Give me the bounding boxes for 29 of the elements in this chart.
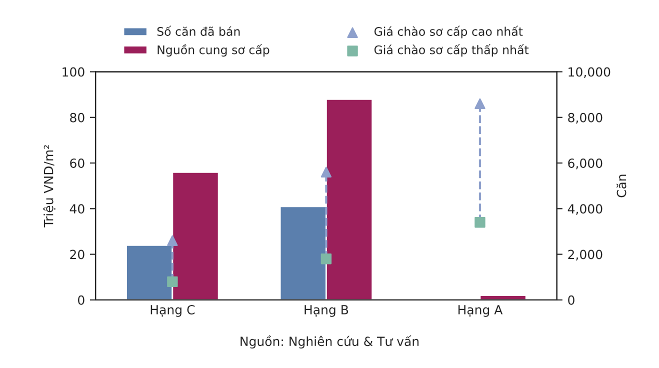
y-tick-label: 0: [78, 295, 84, 305]
y2-tick-label: 4,000: [568, 204, 602, 215]
y-tick-label: 20: [70, 250, 84, 260]
legend-label: Số căn đã bán: [157, 26, 240, 36]
legend-label: Giá chào sơ cấp cao nhất: [374, 26, 523, 38]
point: [167, 276, 178, 288]
point: [320, 254, 332, 264]
y2-tick-label: 8,000: [568, 112, 602, 124]
legend-label: Nguồn cung sơ cấp: [158, 44, 270, 57]
y-tick-label: 80: [70, 112, 84, 122]
y2-tick-label: 0: [568, 295, 574, 305]
point: [474, 98, 486, 110]
point: [320, 166, 332, 178]
bar: [479, 294, 527, 300]
y2-axis-title: Căn: [616, 174, 626, 198]
y2-tick-label: 10,000: [568, 67, 610, 78]
y-axis-title: Triệu VND/m²: [43, 145, 56, 228]
text: Nguồn: Nghiên cứu & Tư vấn: [240, 335, 419, 349]
y-tick-label: 60: [70, 158, 84, 168]
y2-tick-label: 2,000: [568, 250, 602, 260]
x-tick-label: Hạng A: [458, 305, 503, 317]
point: [167, 235, 178, 246]
y-tick-label: 100: [62, 67, 84, 77]
y2-tick-label: 6,000: [568, 158, 602, 170]
x-tick-label: Hạng B: [304, 305, 348, 317]
x-tick-label: Hạng C: [150, 305, 195, 317]
legend-label: Giá chào sơ cấp thấp nhất: [374, 44, 529, 57]
point: [474, 216, 486, 228]
y-tick-label: 40: [70, 204, 84, 214]
